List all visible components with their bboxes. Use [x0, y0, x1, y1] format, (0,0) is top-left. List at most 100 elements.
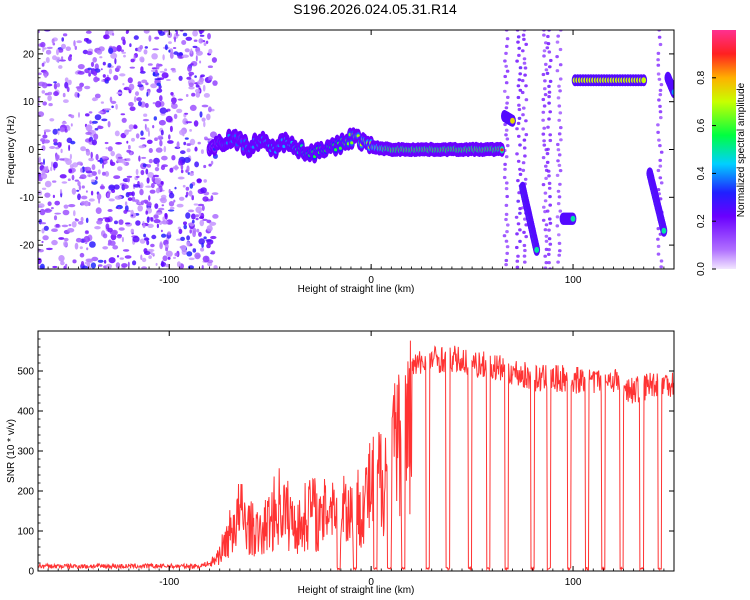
streak-speck: [516, 84, 521, 88]
noise-speck: [175, 34, 180, 37]
streak-speck: [558, 89, 562, 93]
noise-speck: [87, 67, 92, 71]
noise-speck: [191, 92, 196, 97]
streak-speck: [547, 181, 552, 185]
noise-speck: [203, 236, 207, 240]
noise-speck: [91, 164, 96, 171]
noise-speck: [196, 178, 202, 184]
noise-speck: [160, 129, 164, 136]
snr-y-tick-label: 300: [17, 447, 34, 458]
streak-speck: [658, 158, 662, 162]
noise-speck: [210, 250, 216, 255]
noise-speck: [76, 161, 83, 166]
streak-speck: [523, 73, 527, 77]
noise-speck: [113, 184, 120, 190]
streak-speck: [524, 133, 529, 137]
noise-speck: [90, 179, 96, 183]
noise-speck: [102, 162, 104, 169]
streak-speck: [524, 223, 528, 227]
noise-speck: [209, 221, 217, 226]
noise-speck: [42, 235, 49, 241]
noise-speck: [119, 257, 125, 260]
noise-speck: [184, 137, 189, 140]
segment-core: [661, 227, 667, 234]
noise-speck: [174, 36, 176, 43]
noise-speck: [186, 165, 190, 172]
noise-speck: [38, 203, 45, 208]
noise-speck: [146, 91, 149, 97]
streak-speck: [506, 95, 510, 99]
ridge-core: [282, 144, 286, 148]
noise-speck: [86, 51, 93, 56]
noise-speck: [139, 188, 144, 196]
streak-speck: [504, 217, 508, 222]
streak-speck: [515, 259, 520, 263]
noise-speck: [189, 138, 196, 146]
noise-speck: [57, 141, 62, 149]
streak-speck: [515, 245, 519, 250]
noise-speck: [73, 40, 76, 47]
noise-speck: [108, 184, 116, 191]
noise-speck: [160, 197, 167, 204]
noise-speck: [114, 57, 117, 65]
streak-speck: [517, 134, 521, 138]
noise-speck: [193, 203, 199, 206]
noise-speck: [136, 175, 140, 179]
noise-speck: [128, 124, 134, 130]
noise-speck: [122, 249, 130, 252]
noise-speck: [104, 141, 109, 145]
noise-speck: [149, 189, 156, 194]
noise-speck: [183, 224, 187, 230]
streak-speck: [522, 254, 527, 258]
streak-speck: [541, 97, 546, 102]
streak-speck: [543, 79, 547, 83]
noise-speck: [148, 35, 152, 42]
noise-speck: [62, 92, 66, 98]
noise-speck: [177, 98, 183, 101]
streak-speck: [543, 87, 547, 91]
noise-speck: [147, 172, 155, 178]
noise-speck: [188, 71, 195, 76]
noise-speck: [148, 148, 153, 153]
noise-speck: [62, 209, 70, 216]
noise-speck: [142, 118, 150, 122]
noise-speck: [114, 195, 122, 200]
noise-speck: [52, 180, 57, 183]
noise-speck: [51, 161, 53, 168]
noise-speck: [44, 192, 51, 198]
noise-speck: [63, 240, 68, 247]
noise-speck: [55, 146, 60, 150]
noise-speck: [156, 162, 160, 168]
streak-speck: [545, 209, 550, 213]
noise-speck: [203, 179, 207, 183]
streak-speck: [518, 211, 522, 215]
streak-speck: [522, 61, 527, 65]
streak-speck: [504, 212, 509, 216]
noise-speck: [62, 33, 68, 37]
noise-speck: [105, 147, 108, 150]
noise-speck: [47, 209, 53, 212]
noise-speck: [45, 49, 52, 55]
noise-speck: [208, 106, 212, 113]
streak-speck: [518, 143, 522, 147]
streak-speck: [557, 84, 561, 88]
streak-speck: [542, 49, 547, 53]
streak-speck: [557, 104, 562, 108]
streak-speck: [521, 161, 526, 165]
noise-speck: [155, 187, 161, 194]
streak-speck: [549, 58, 553, 63]
noise-speck: [195, 254, 201, 258]
noise-speck: [107, 146, 113, 152]
noise-speck: [154, 69, 158, 75]
streak-speck: [504, 187, 509, 191]
noise-speck: [75, 237, 82, 243]
noise-speck: [41, 187, 47, 190]
noise-speck: [95, 207, 102, 215]
noise-speck: [167, 209, 175, 212]
noise-speck: [52, 265, 58, 269]
streak-speck: [515, 152, 519, 156]
noise-speck: [135, 91, 139, 96]
noise-speck: [85, 113, 90, 117]
noise-speck: [195, 50, 203, 56]
